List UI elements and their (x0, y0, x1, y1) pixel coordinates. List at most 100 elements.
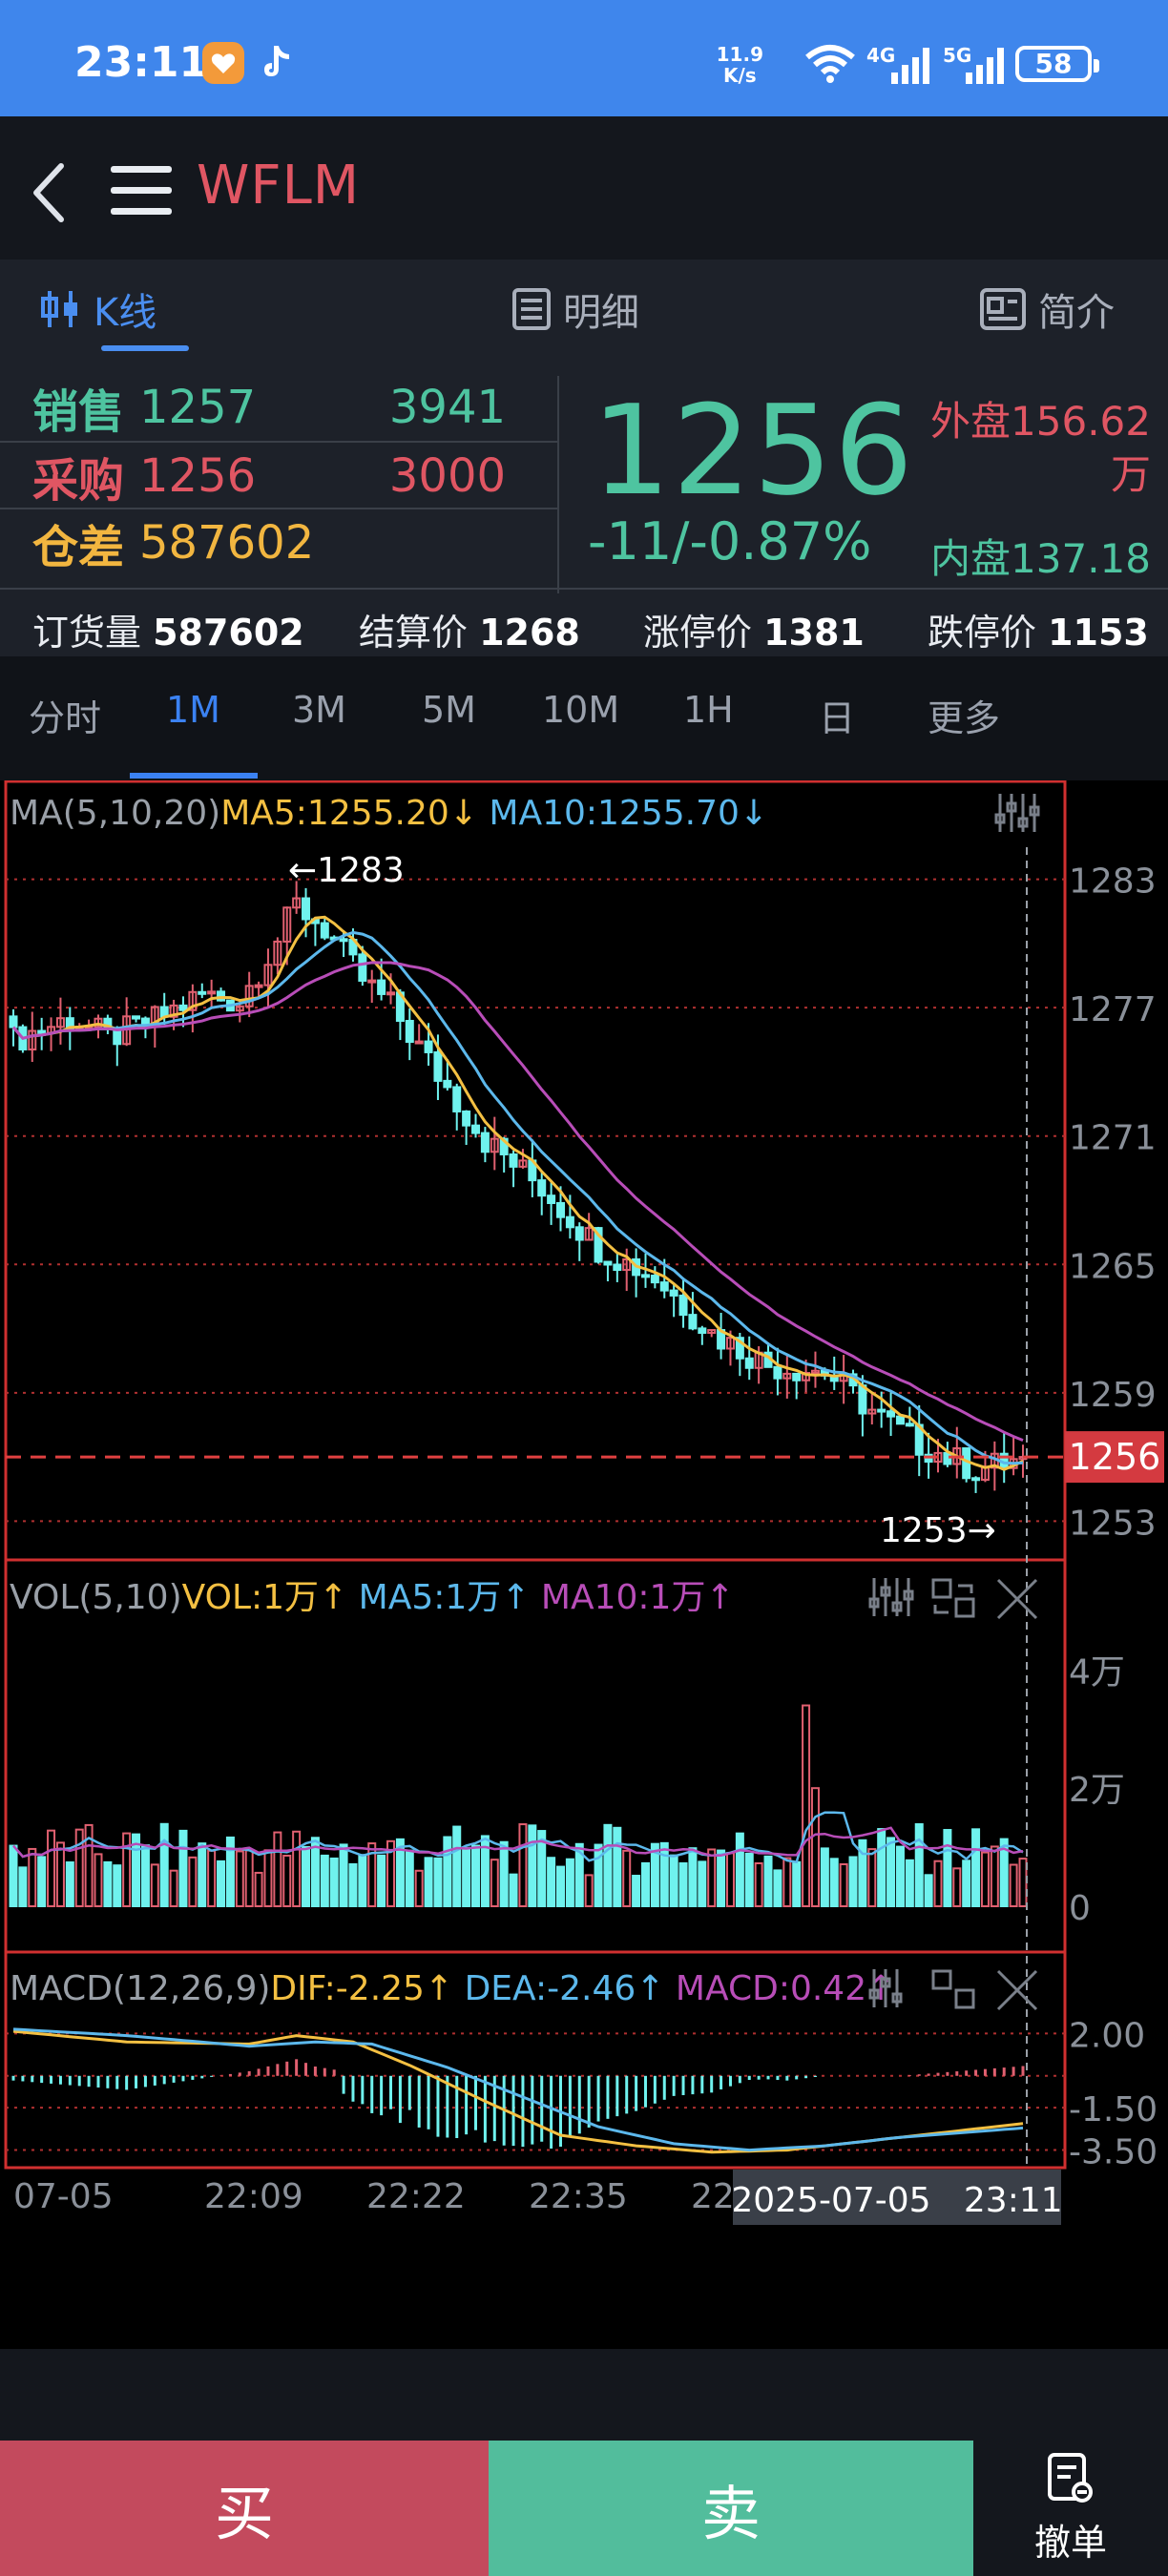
kline-chart-svg[interactable]: MA(5,10,20)MA5:1255.20↓ MA10:1255.70↓ ←1… (0, 779, 1168, 2345)
candle-down (574, 1226, 584, 1241)
crosshair-time-label: 2025-07-05 23:11 (731, 2181, 1062, 2220)
period-tab[interactable]: 分时 (29, 697, 102, 739)
app-notification-icon (202, 42, 244, 84)
period-tab[interactable]: 1H (683, 689, 734, 731)
menu-icon[interactable] (111, 166, 172, 216)
volume-bar-down (905, 1859, 914, 1907)
volume-bar-up (55, 1841, 65, 1907)
info-value: 587602 (153, 612, 304, 654)
info-label: 订货量 (32, 612, 142, 654)
current-price-tag-text: 1256 (1069, 1436, 1161, 1478)
candle-down (565, 1215, 574, 1229)
chevron-left-icon[interactable] (29, 162, 67, 238)
buy-price: 1256 (139, 449, 257, 503)
candle-up (867, 1408, 877, 1415)
candle-up (490, 1137, 499, 1153)
tab-profile[interactable]: 简介 (979, 280, 1115, 338)
candle-down (792, 1372, 802, 1381)
macd-switch-icon[interactable] (931, 1969, 975, 2009)
ma-legend-prefix: MA(5,10,20) (10, 794, 220, 833)
candle-down (688, 1314, 698, 1330)
volume-bar-up (254, 1871, 263, 1907)
volume-bar-up (782, 1857, 792, 1908)
volume-bar-down (140, 1844, 150, 1908)
volume-bar-up (802, 1704, 811, 1907)
status-time: 23:11 (74, 38, 209, 87)
volume-bar-down (320, 1854, 329, 1908)
vol-legend-prefix: VOL(5,10) (10, 1578, 182, 1617)
candle-down (603, 1260, 613, 1266)
ma-legend: MA(5,10,20)MA5:1255.20↓ MA10:1255.70↓ (10, 794, 768, 833)
crosshair-time-tag (733, 2170, 1061, 2225)
volume-bar-down (310, 1837, 320, 1908)
info-limit-down: 跌停价 1153 (928, 603, 1149, 655)
candle-up (584, 1227, 594, 1241)
volume-axis-label: 2万 (1069, 1771, 1125, 1810)
inner-disk-label: 内盘 (930, 535, 1012, 582)
vol-settings-icon[interactable] (868, 1578, 914, 1616)
period-tab[interactable]: 3M (292, 689, 346, 731)
volume-bar-down (443, 1836, 452, 1907)
macd-settings-icon[interactable] (868, 1969, 903, 2007)
profile-card-icon (980, 288, 1026, 330)
time-axis-label: 22:22 (366, 2177, 466, 2216)
candle-down (735, 1337, 744, 1360)
settings-sliders-icon[interactable] (994, 794, 1040, 832)
kline-chart[interactable]: MA(5,10,20)MA5:1255.20↓ MA10:1255.70↓ ←1… (0, 779, 1168, 2345)
period-tab[interactable]: 10M (542, 689, 620, 731)
period-tab[interactable]: 日 (819, 697, 856, 739)
vol-switch-icon[interactable] (931, 1578, 975, 1618)
macd-close-icon[interactable] (996, 1969, 1038, 2011)
spread-label: 仓差 (32, 521, 125, 574)
candle-down (302, 897, 311, 921)
tab-detail[interactable]: 明细 (511, 280, 639, 338)
volume-bar-down (717, 1849, 726, 1908)
volume-bar-up (292, 1830, 302, 1907)
cancel-order-button[interactable]: 撤单 (973, 2441, 1168, 2576)
volume-bar-down (348, 1862, 358, 1908)
vol-close-icon[interactable] (996, 1578, 1038, 1620)
tab-profile-label: 简介 (1038, 291, 1115, 335)
signal-4g-icon (889, 46, 933, 88)
buy-button[interactable]: 买 (0, 2441, 489, 2576)
candle-down (971, 1477, 981, 1482)
volume-bar-up (810, 1787, 820, 1907)
period-tab-active[interactable]: 1M (166, 689, 220, 731)
candle-up (386, 991, 396, 996)
buy-volume: 3000 (388, 449, 507, 503)
quote-divider (0, 588, 1168, 590)
tab-kline[interactable]: K线 (38, 280, 156, 338)
volume-bar-down (509, 1873, 518, 1907)
price-axis-label: 1253 (1069, 1504, 1157, 1543)
candle-down (537, 1179, 547, 1197)
info-label: 涨停价 (643, 612, 753, 654)
price-axis-label: 1277 (1069, 990, 1157, 1029)
volume-bar-down (678, 1861, 688, 1907)
volume-bar-down (669, 1854, 678, 1908)
period-tab[interactable]: 5M (422, 689, 476, 731)
candle-up (169, 1004, 178, 1018)
period-tab[interactable]: 更多 (928, 697, 1001, 739)
volume-bar-up (94, 1853, 103, 1908)
volume-bar-down (820, 1847, 829, 1908)
candle-down (424, 1040, 433, 1053)
candle-up (707, 1329, 717, 1335)
candle-up (254, 984, 263, 988)
volume-bar-down (574, 1842, 584, 1907)
volume-bar-down (565, 1858, 574, 1908)
candle-up (273, 940, 282, 966)
outer-disk: 外盘156.62 万 (930, 395, 1151, 502)
vol-ma10-legend: MA10:1万 (541, 1578, 706, 1617)
document-cancel-icon (1048, 2452, 1093, 2503)
volume-bar-down (178, 1829, 188, 1908)
volume-bar-up (28, 1847, 37, 1908)
arrow-up-icon: ↑ (636, 1969, 676, 2008)
volume-bar-down (594, 1843, 603, 1907)
volume-bar-down (132, 1833, 141, 1908)
quote-buy-row: 采购 1256 3000 (32, 443, 506, 509)
info-value: 1268 (479, 612, 580, 654)
volume-bar-down (9, 1844, 18, 1908)
volume-bar-down (962, 1859, 971, 1907)
sell-button[interactable]: 卖 (489, 2441, 973, 2576)
candle-up (518, 1159, 528, 1168)
